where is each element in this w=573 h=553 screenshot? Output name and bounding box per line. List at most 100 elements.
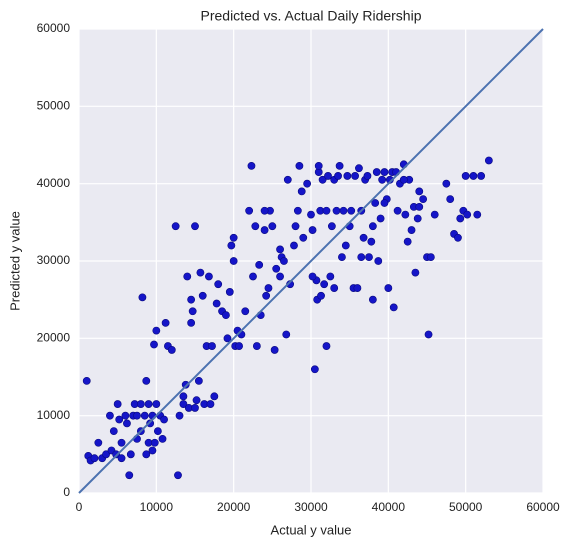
point [310, 365, 319, 374]
point [314, 161, 323, 170]
point [270, 346, 279, 354]
point [347, 206, 356, 215]
point [252, 342, 261, 350]
point [148, 446, 157, 455]
point [181, 380, 190, 389]
point [276, 272, 284, 281]
point [393, 206, 402, 215]
point [208, 342, 216, 350]
point [308, 226, 317, 234]
y-tick-label: 40000 [37, 176, 71, 190]
point [133, 411, 141, 420]
point [187, 318, 196, 327]
x-tick-label: 10000 [140, 500, 174, 514]
point [413, 214, 422, 223]
point [351, 172, 359, 180]
point [241, 307, 250, 316]
y-tick-label: 0 [63, 485, 70, 499]
point [225, 288, 234, 296]
point [454, 233, 462, 242]
point [117, 438, 126, 447]
point [407, 226, 416, 234]
point [260, 226, 269, 234]
point [297, 187, 306, 196]
point [384, 284, 393, 292]
point [183, 272, 192, 281]
point [368, 295, 377, 304]
point [326, 272, 335, 281]
point [430, 210, 439, 219]
point [192, 396, 201, 405]
point [117, 454, 126, 463]
point [262, 291, 271, 300]
point [442, 179, 451, 188]
point [191, 404, 199, 412]
point [335, 161, 344, 170]
point [419, 195, 428, 204]
point [115, 415, 124, 424]
point [212, 299, 221, 308]
point [268, 222, 277, 231]
point [229, 257, 238, 265]
point [229, 233, 238, 242]
point [144, 400, 153, 408]
reference-line [78, 28, 544, 494]
point [365, 253, 373, 262]
point [357, 253, 366, 262]
point [146, 419, 155, 428]
point [291, 222, 300, 231]
point [276, 245, 284, 254]
point [290, 241, 298, 250]
point [376, 214, 385, 223]
point [247, 161, 256, 170]
point [245, 206, 254, 215]
point [415, 187, 424, 196]
point [102, 450, 110, 459]
point [136, 400, 145, 408]
point [469, 172, 478, 180]
point [380, 199, 389, 207]
point [227, 241, 236, 250]
point [367, 237, 376, 246]
point [123, 419, 131, 428]
point [223, 334, 232, 343]
point [187, 295, 196, 304]
point [196, 268, 205, 277]
x-axis-label: Actual y value [271, 522, 352, 537]
point [343, 172, 352, 180]
point [307, 210, 315, 219]
point [363, 172, 372, 180]
point [171, 222, 180, 231]
chart-title: Predicted vs. Actual Daily Ridership [201, 8, 422, 24]
point [371, 199, 380, 207]
point [477, 172, 486, 180]
point [415, 202, 424, 211]
x-tick-label: 20000 [217, 500, 251, 514]
x-tick-label: 0 [76, 500, 83, 514]
point [463, 210, 472, 219]
point [355, 164, 363, 173]
point [327, 222, 336, 231]
point [378, 175, 387, 184]
point [403, 237, 412, 246]
point [339, 206, 348, 215]
point [175, 411, 184, 420]
y-tick-label: 60000 [37, 21, 71, 35]
point [322, 206, 331, 215]
point [152, 400, 161, 408]
point [160, 415, 168, 424]
point [167, 346, 176, 354]
point [106, 411, 114, 420]
point [308, 272, 317, 281]
point [324, 172, 332, 180]
point [188, 307, 197, 316]
x-tick-label: 40000 [372, 500, 406, 514]
point [293, 206, 302, 215]
point [153, 427, 162, 436]
point [380, 168, 389, 176]
y-tick-label: 10000 [37, 408, 71, 422]
point [368, 222, 377, 231]
point [179, 392, 188, 401]
point [317, 291, 325, 300]
